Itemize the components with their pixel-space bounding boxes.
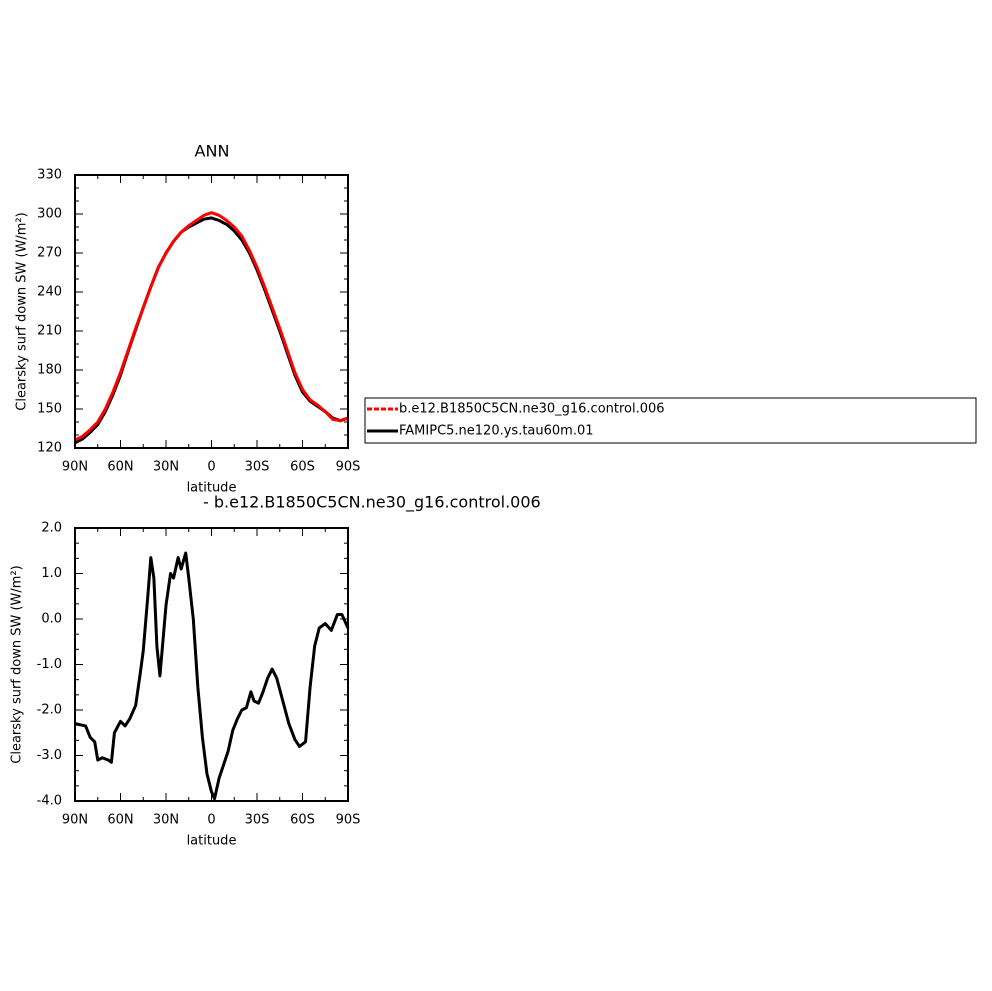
plot-frame bbox=[74, 174, 349, 449]
x-tick-label: 90S bbox=[336, 460, 361, 475]
x-tick-label: 30N bbox=[153, 813, 179, 828]
data-line bbox=[74, 551, 350, 801]
y-tick-label: 210 bbox=[37, 324, 62, 339]
y-tick-label: 120 bbox=[37, 441, 62, 456]
y-axis-label: Clearsky surf down SW (W/m²) bbox=[15, 212, 30, 410]
y-tick-label: -4.0 bbox=[37, 794, 62, 809]
y-axis-label: Clearsky surf down SW (W/m²) bbox=[10, 565, 25, 763]
y-tick-label: 300 bbox=[37, 207, 62, 222]
x-tick-label: 30S bbox=[245, 460, 270, 475]
x-tick-label: 60S bbox=[290, 460, 315, 475]
y-tick-label: 0.0 bbox=[41, 612, 62, 627]
y-tick-label: -2.0 bbox=[37, 703, 62, 718]
y-tick-label: 2.0 bbox=[41, 521, 62, 536]
plot-frame bbox=[74, 527, 349, 802]
x-tick-label: 0 bbox=[207, 813, 215, 828]
x-tick-label: 90S bbox=[336, 813, 361, 828]
y-tick-label: 180 bbox=[37, 363, 62, 378]
y-tick-label: 150 bbox=[37, 402, 62, 417]
y-tick-label: 1.0 bbox=[41, 566, 62, 581]
x-tick-label: 30S bbox=[245, 813, 270, 828]
y-tick-label: 330 bbox=[37, 168, 62, 183]
x-tick-label: 60N bbox=[107, 813, 133, 828]
y-tick-label: 270 bbox=[37, 246, 62, 261]
x-tick-label: 60N bbox=[107, 460, 133, 475]
x-axis-label: latitude bbox=[187, 481, 237, 496]
legend-box bbox=[364, 397, 977, 444]
y-tick-label: -1.0 bbox=[37, 657, 62, 672]
legend-label: FAMIPC5.ne120.ys.tau60m.01 bbox=[399, 424, 594, 439]
chart-title: - b.e12.B1850C5CN.ne30_g16.control.006 bbox=[203, 493, 541, 513]
x-tick-label: 60S bbox=[290, 813, 315, 828]
data-line bbox=[74, 216, 349, 445]
x-tick-label: 90N bbox=[62, 460, 88, 475]
x-tick-label: 0 bbox=[207, 460, 215, 475]
x-tick-label: 90N bbox=[62, 813, 88, 828]
x-tick-label: 30N bbox=[153, 460, 179, 475]
y-tick-label: 240 bbox=[37, 285, 62, 300]
chart-title: ANN bbox=[195, 142, 230, 161]
data-line bbox=[74, 211, 349, 442]
y-tick-label: -3.0 bbox=[37, 748, 62, 763]
x-axis-label: latitude bbox=[187, 834, 237, 849]
legend-label: b.e12.B1850C5CN.ne30_g16.control.006 bbox=[399, 402, 665, 417]
